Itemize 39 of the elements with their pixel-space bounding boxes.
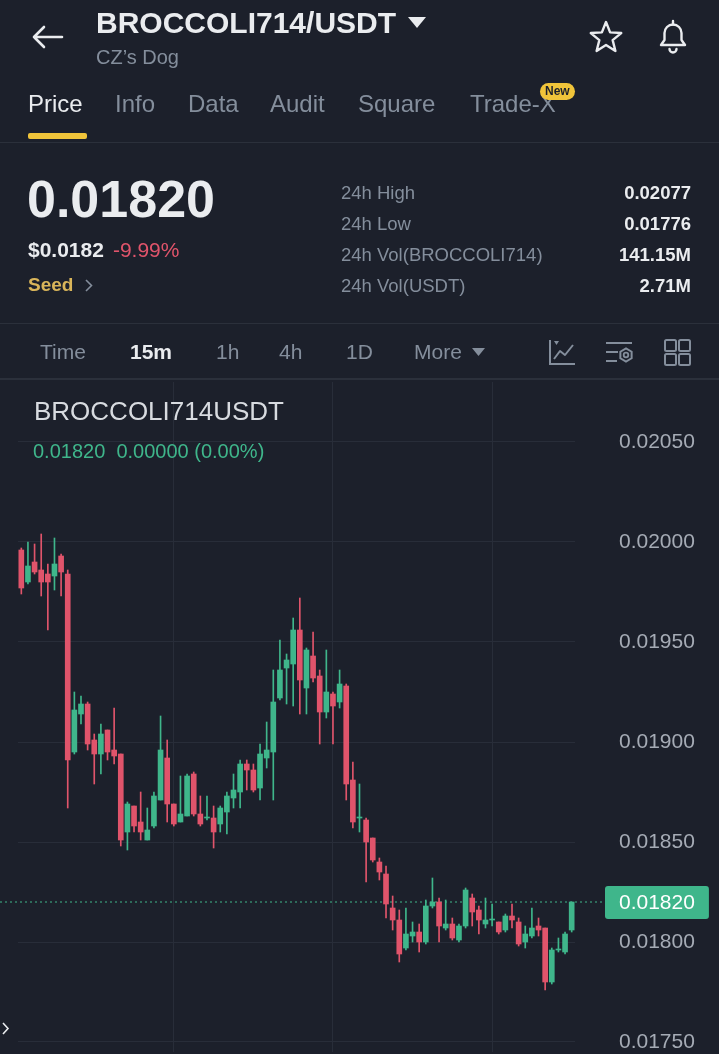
- y-tick-label: 0.01850: [619, 828, 695, 852]
- y-tick-label: 0.01950: [619, 628, 695, 652]
- candlestick: [509, 903, 515, 929]
- text: 15m: [130, 339, 173, 365]
- text: Seed: [28, 273, 74, 297]
- text: Audit: [270, 89, 325, 119]
- text: -9.99%: [112, 237, 180, 263]
- text: 2.71M: [639, 274, 691, 298]
- text: 1h: [216, 339, 240, 365]
- text: Data: [188, 89, 239, 119]
- candlestick: [442, 899, 449, 931]
- text: Info: [115, 89, 156, 119]
- text: 0.01776: [624, 212, 691, 236]
- y-tick-label: 0.01800: [619, 928, 695, 952]
- text: 24h Low: [341, 212, 411, 236]
- candlestick: [330, 691, 336, 745]
- text: 0.01820: [27, 170, 215, 228]
- text: CZ’s Dog: [96, 45, 179, 69]
- text: BROCCOLI714USDT: [34, 395, 284, 427]
- text: $0.0182: [28, 237, 104, 263]
- text: 24h Vol(USDT): [341, 274, 466, 298]
- text: 24h Vol(BROCCOLI714): [341, 243, 543, 267]
- ref-line-label: 0.01820: [619, 889, 695, 913]
- y-tick-label: 0.02050: [619, 428, 695, 452]
- text: Time: [40, 339, 86, 365]
- text: Square: [358, 89, 436, 119]
- text: 0.02077: [624, 181, 691, 205]
- y-tick-label: 0.01750: [619, 1028, 695, 1052]
- text: 24h High: [341, 181, 416, 205]
- text: BROCCOLI714/USDT: [96, 5, 397, 41]
- annotation: 0.01820 0.00000 (0.00%): [33, 439, 265, 464]
- y-tick-label: 0.02000: [619, 528, 695, 552]
- text: More: [414, 339, 462, 365]
- text: 141.15M: [619, 243, 691, 267]
- text: 1D: [346, 339, 373, 365]
- text: 4h: [279, 339, 303, 365]
- y-tick-label: 0.01900: [619, 728, 695, 752]
- candlestick: [243, 759, 250, 791]
- text: Price: [28, 89, 83, 119]
